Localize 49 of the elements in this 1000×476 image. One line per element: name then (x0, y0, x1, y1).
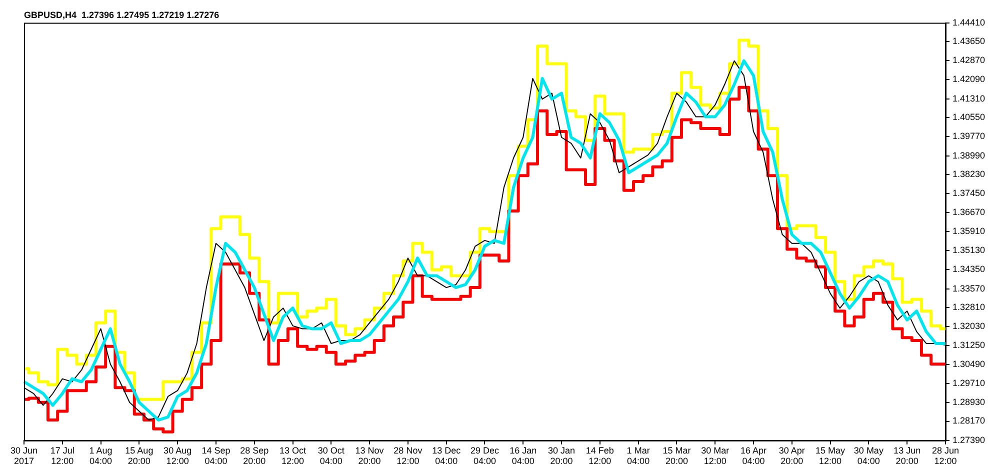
y-tick-label: 1.39770 (952, 131, 986, 142)
x-tick-label: 17 Jul 12:00 (50, 445, 74, 466)
x-tick-label: 30 Mar 12:00 (701, 445, 730, 466)
x-tick-label: 13 Nov 20:00 (355, 445, 384, 466)
x-tick-label: 1 Aug 04:00 (89, 445, 112, 466)
x-tick-label: 14 Feb 12:00 (586, 445, 614, 466)
y-tick-label: 1.29710 (952, 378, 986, 388)
y-tick-label: 1.40550 (952, 112, 986, 122)
y-tick-label: 1.43650 (952, 36, 986, 46)
y-tick-label: 1.36670 (952, 207, 986, 218)
x-tick-label: 15 Mar 20:00 (662, 445, 691, 466)
y-tick-label: 1.28170 (952, 416, 986, 426)
x-tick-label: 28 Nov 12:00 (394, 445, 423, 466)
x-tick-label: 1 Mar 04:00 (626, 445, 650, 466)
x-tick-label: 28 Sep 20:00 (240, 445, 269, 466)
y-tick-label: 1.28930 (952, 397, 986, 408)
x-tick-label: 30 Aug 12:00 (164, 445, 192, 466)
x-tick-label: 29 Dec 04:00 (470, 445, 500, 466)
chart-title: GBPUSD,H4 1.27396 1.27495 1.27219 1.27276 (24, 10, 220, 20)
y-tick-label: 1.44410 (952, 17, 986, 28)
y-tick-label: 1.37450 (952, 188, 986, 198)
y-tick-label: 1.42870 (952, 55, 986, 66)
y-tick-label: 1.38990 (952, 150, 986, 160)
x-tick-label: 15 Aug 20:00 (125, 445, 154, 466)
x-tick-label: 13 Oct 12:00 (280, 445, 307, 466)
x-tick-label: 15 May 12:00 (816, 445, 846, 466)
x-tick-label: 16 Apr 04:00 (740, 445, 767, 466)
y-tick-label: 1.35130 (952, 244, 986, 255)
y-tick-label: 1.31250 (952, 340, 986, 350)
x-tick-label: 30 Jan 20:00 (548, 445, 576, 466)
y-tick-label: 1.32810 (952, 302, 986, 312)
y-tick-label: 1.32030 (952, 321, 986, 332)
y-tick-label: 1.42090 (952, 74, 986, 84)
x-tick-label: 16 Jan 04:00 (510, 445, 537, 466)
y-tick-label: 1.30490 (952, 358, 986, 369)
x-tick-label: 30 Apr 20:00 (778, 445, 805, 466)
y-tick-label: 1.38230 (952, 168, 986, 179)
x-tick-label: 14 Sep 04:00 (202, 445, 230, 466)
y-tick-label: 1.27390 (952, 434, 986, 445)
y-tick-label: 1.34350 (952, 264, 986, 274)
y-tick-label: 1.33570 (952, 283, 986, 294)
y-tick-label: 1.41310 (952, 93, 986, 104)
x-tick-label: 28 Jun 12:00 (932, 445, 959, 466)
x-tick-label: 13 Jun 20:00 (894, 445, 921, 466)
x-tick-label: 30 Jun 2017 (10, 445, 38, 466)
x-tick-label: 30 Oct 04:00 (318, 445, 345, 466)
x-tick-label: 13 Dec 04:00 (432, 445, 462, 466)
y-tick-label: 1.35910 (952, 226, 986, 236)
x-tick-label: 30 May 04:00 (854, 445, 884, 466)
